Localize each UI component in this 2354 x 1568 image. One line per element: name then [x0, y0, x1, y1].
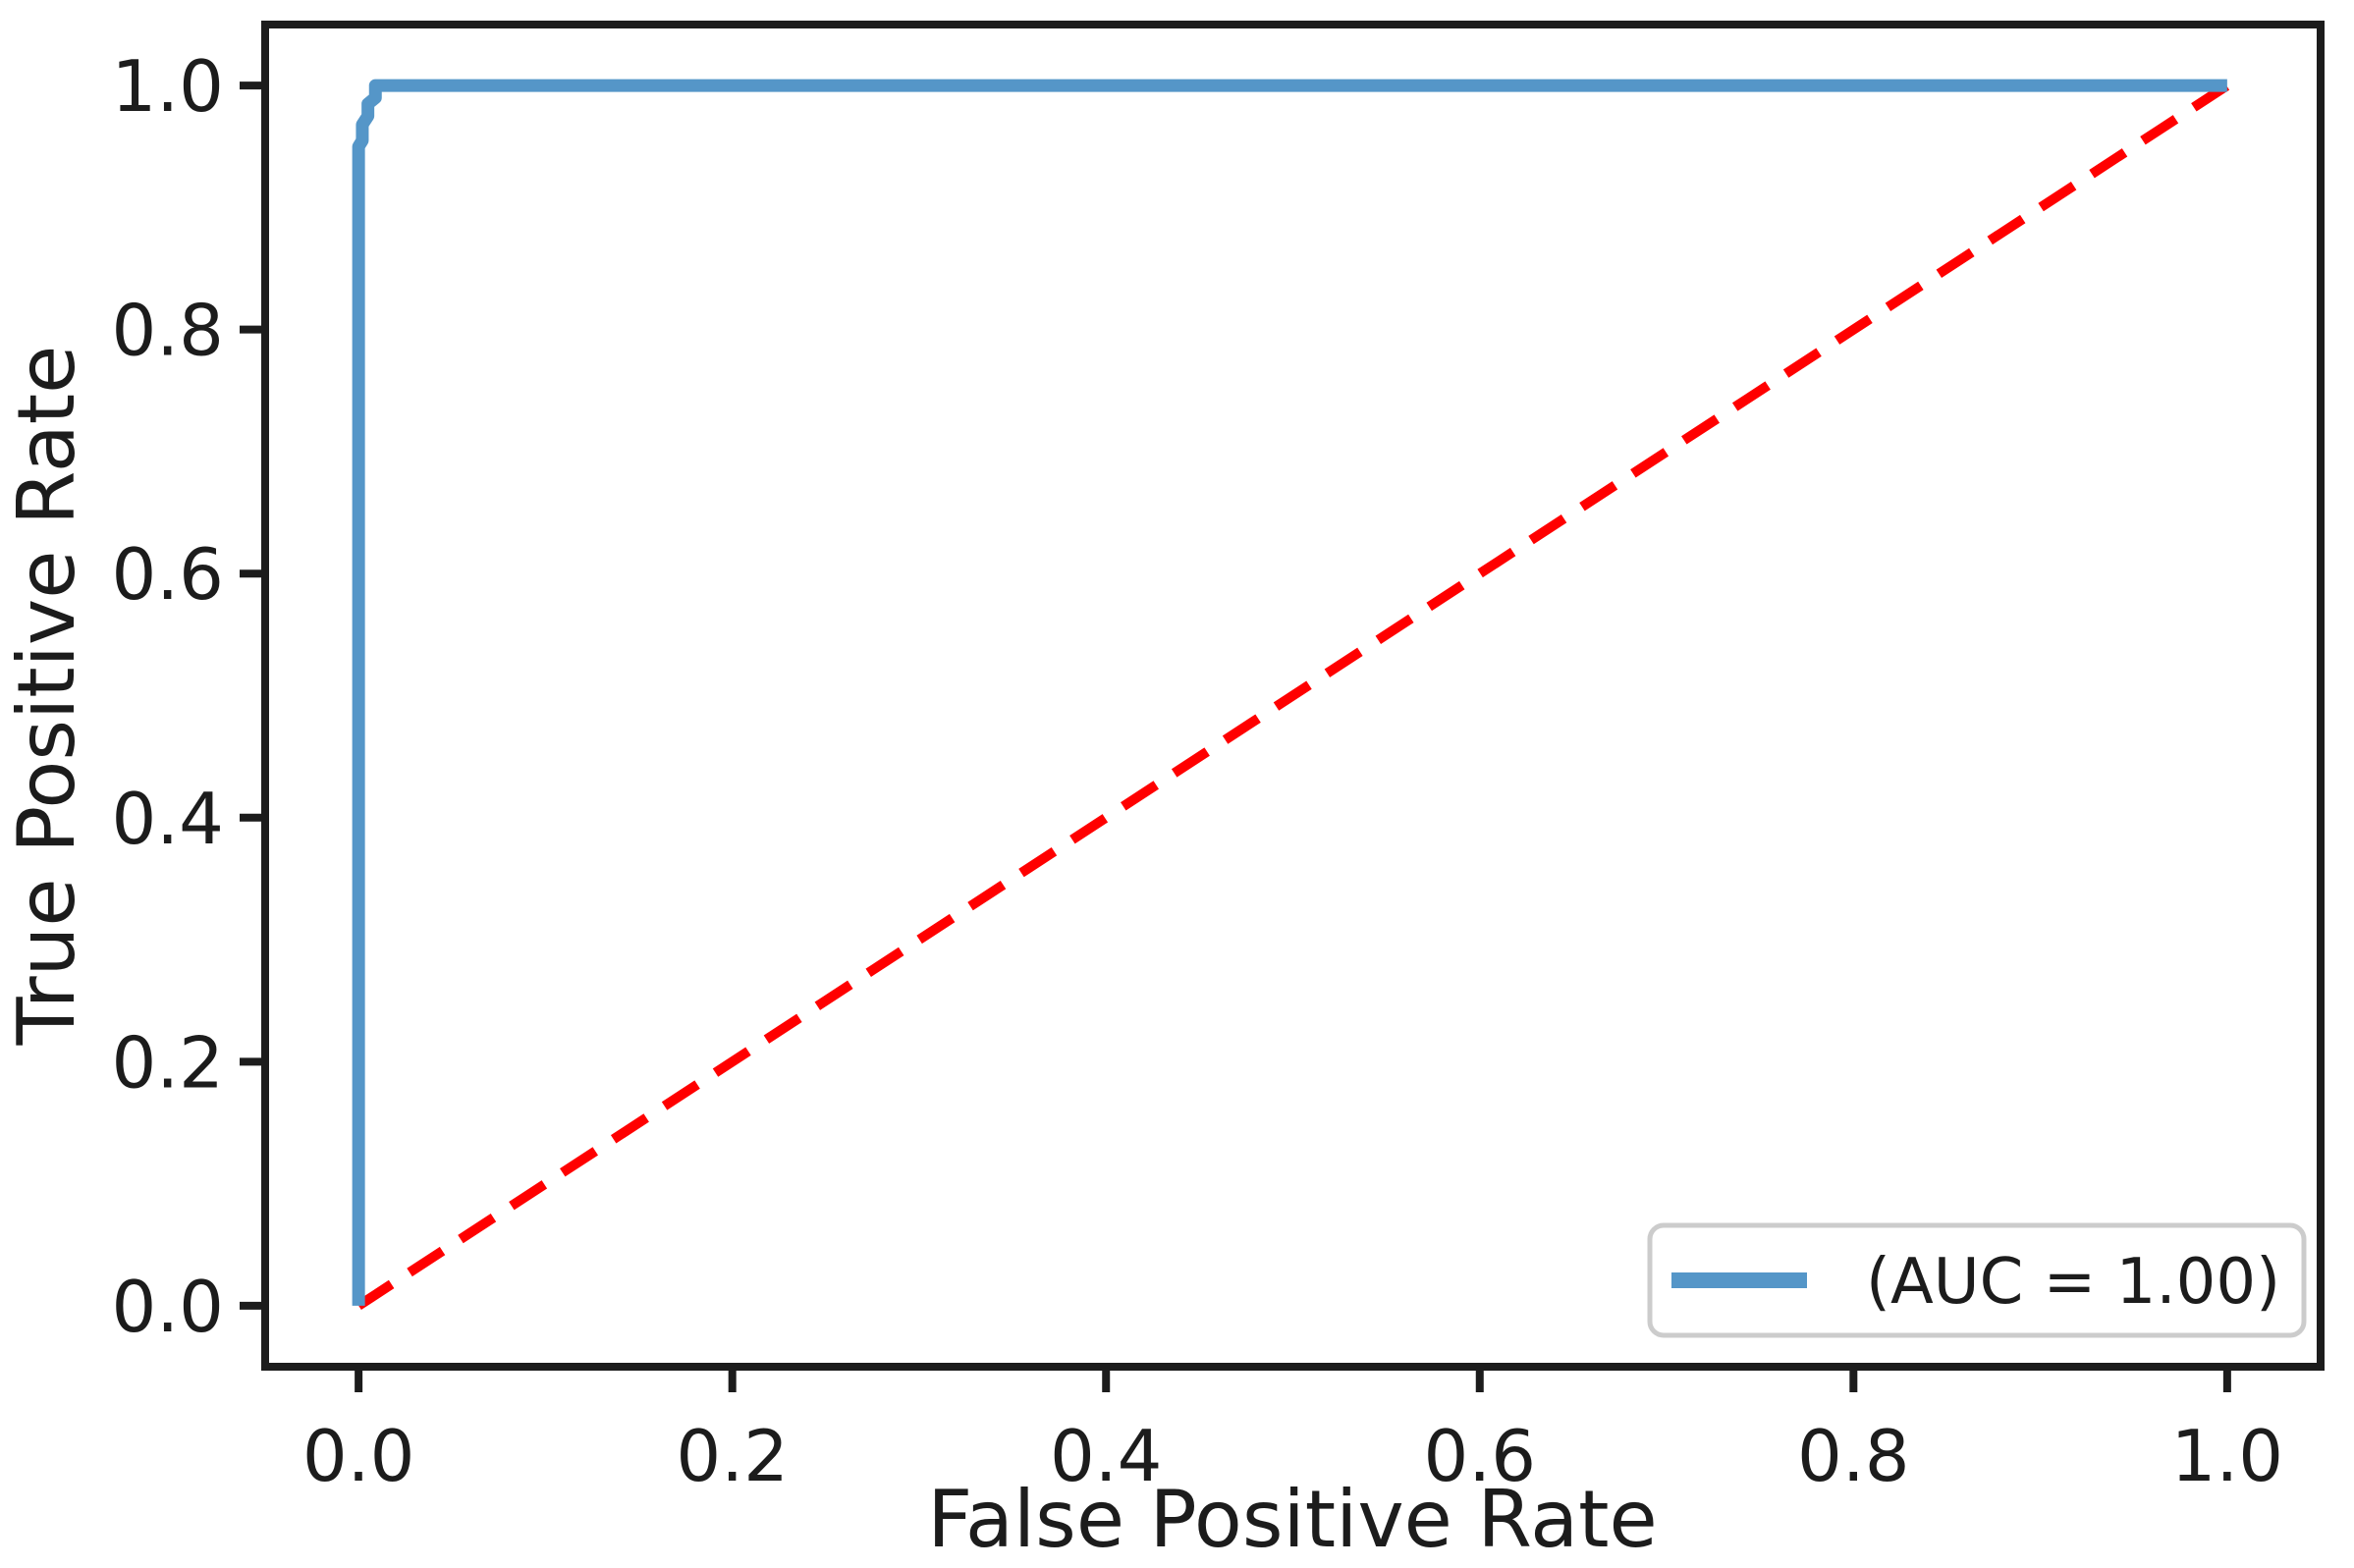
- legend-label: (AUC = 1.00): [1866, 1246, 2280, 1319]
- legend-box: [1647, 1222, 2307, 1338]
- y-axis-label: True Positive Rate: [1, 346, 92, 1047]
- x-axis-ticks: [355, 1367, 2231, 1392]
- y-tick-label: 0.8: [111, 290, 224, 372]
- y-tick-label: 0.2: [111, 1021, 224, 1104]
- x-tick-label: 1.0: [2171, 1415, 2284, 1497]
- x-axis-tick-labels: 0.0 0.2 0.4 0.6 0.8 1.0: [302, 1415, 2283, 1497]
- x-tick-label: 0.8: [1797, 1415, 1910, 1497]
- x-tick-label: 0.0: [302, 1415, 415, 1497]
- y-tick-label: 0.4: [111, 778, 224, 860]
- y-axis-tick-labels: 0.0 0.2 0.4 0.6 0.8 1.0: [111, 45, 224, 1348]
- y-tick-label: 1.0: [111, 45, 224, 128]
- x-axis-label: False Positive Rate: [927, 1474, 1658, 1565]
- y-axis-ticks: [240, 81, 265, 1310]
- x-tick-label: 0.4: [1050, 1415, 1163, 1497]
- x-tick-label: 0.6: [1424, 1415, 1537, 1497]
- roc-curve-line: [352, 79, 2227, 1306]
- legend: (AUC = 1.00): [1647, 1222, 2307, 1338]
- y-tick-label: 0.6: [111, 533, 224, 616]
- x-tick-label: 0.2: [676, 1415, 789, 1497]
- chance-diagonal-line: [356, 81, 2230, 1311]
- y-tick-label: 0.0: [111, 1266, 224, 1348]
